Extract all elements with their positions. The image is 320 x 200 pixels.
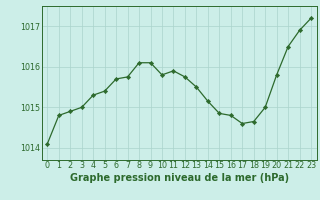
X-axis label: Graphe pression niveau de la mer (hPa): Graphe pression niveau de la mer (hPa) <box>70 173 289 183</box>
